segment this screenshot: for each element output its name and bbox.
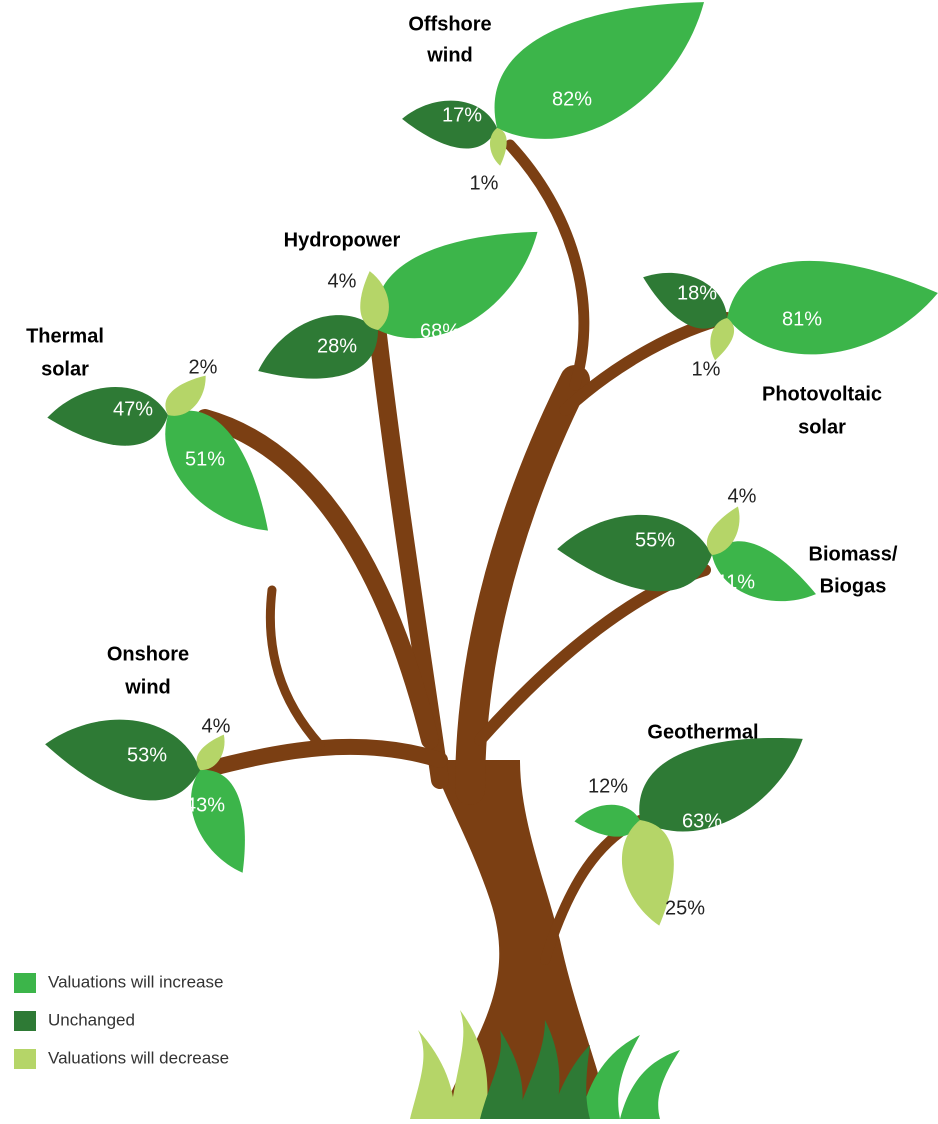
leaf-label: 55%	[635, 529, 675, 551]
branch	[205, 747, 440, 770]
branch	[270, 590, 320, 745]
leaf-label: 28%	[317, 335, 357, 357]
leaf	[472, 0, 732, 161]
grass-blade	[450, 1010, 487, 1119]
leaf-label: 12%	[588, 775, 628, 797]
legend-swatch	[14, 1011, 36, 1031]
leaf-label: 63%	[682, 810, 722, 832]
leaf-label: 17%	[442, 104, 482, 126]
leaf-label: 47%	[113, 398, 153, 420]
legend-swatch	[14, 1049, 36, 1069]
group-name: Biomass/	[809, 543, 898, 565]
legend: Valuations will increase Unchanged Valuati…	[14, 972, 229, 1069]
group-name: Hydropower	[284, 229, 401, 251]
leaf-label: 4%	[202, 715, 231, 737]
leaf-label: 2%	[189, 356, 218, 378]
leaf-group: 82% 17% 1% Offshore wind	[399, 0, 733, 194]
group-name: solar	[41, 358, 89, 380]
leaf-group: 81% 18% 1% Photovoltaic solar	[636, 250, 938, 438]
leaf-label: 4%	[728, 485, 757, 507]
branch	[480, 570, 705, 740]
group-name: Biogas	[820, 575, 887, 597]
leaf-label: 25%	[665, 897, 705, 919]
legend-swatch	[14, 973, 36, 993]
legend-label: Valuations will increase	[48, 972, 223, 991]
group-name: Onshore	[107, 643, 189, 665]
leaf-label: 53%	[127, 744, 167, 766]
group-name: Photovoltaic	[762, 383, 882, 405]
group-name: Thermal	[26, 325, 104, 347]
leaf-label: 82%	[552, 88, 592, 110]
legend-label: Unchanged	[48, 1010, 135, 1029]
group-name: solar	[798, 416, 846, 438]
leaf	[184, 763, 254, 880]
leaf-label: 68%	[420, 320, 460, 342]
leaf-group: 41% 55% 4% Biomass/Biogas	[553, 485, 898, 625]
leaf-label: 51%	[185, 448, 225, 470]
infographic: 82% 17% 1% Offshore wind 68% 28% 4% Hydropower 81…	[0, 0, 938, 1119]
grass	[410, 1010, 680, 1119]
group-name: Geothermal	[647, 721, 758, 743]
group-name: wind	[426, 44, 473, 66]
grass-blade	[410, 1030, 455, 1119]
leaf	[38, 691, 209, 818]
leaf-label: 4%	[328, 270, 357, 292]
leaf-label: 43%	[185, 794, 225, 816]
leaf-group: 12% 63% 25% Geothermal	[573, 720, 819, 926]
group-name: wind	[124, 676, 171, 698]
leaf-label: 1%	[692, 358, 721, 380]
leaf-label: 41%	[715, 571, 755, 593]
leaf-label: 81%	[782, 308, 822, 330]
grass-blade	[620, 1050, 680, 1119]
leaf	[725, 255, 938, 364]
leaf-group: 68% 28% 4% Hydropower	[253, 213, 560, 386]
leaf-label: 18%	[677, 282, 717, 304]
leaf-label: 1%	[470, 172, 499, 194]
group-name: Offshore	[408, 13, 491, 35]
legend-label: Valuations will decrease	[48, 1048, 229, 1067]
